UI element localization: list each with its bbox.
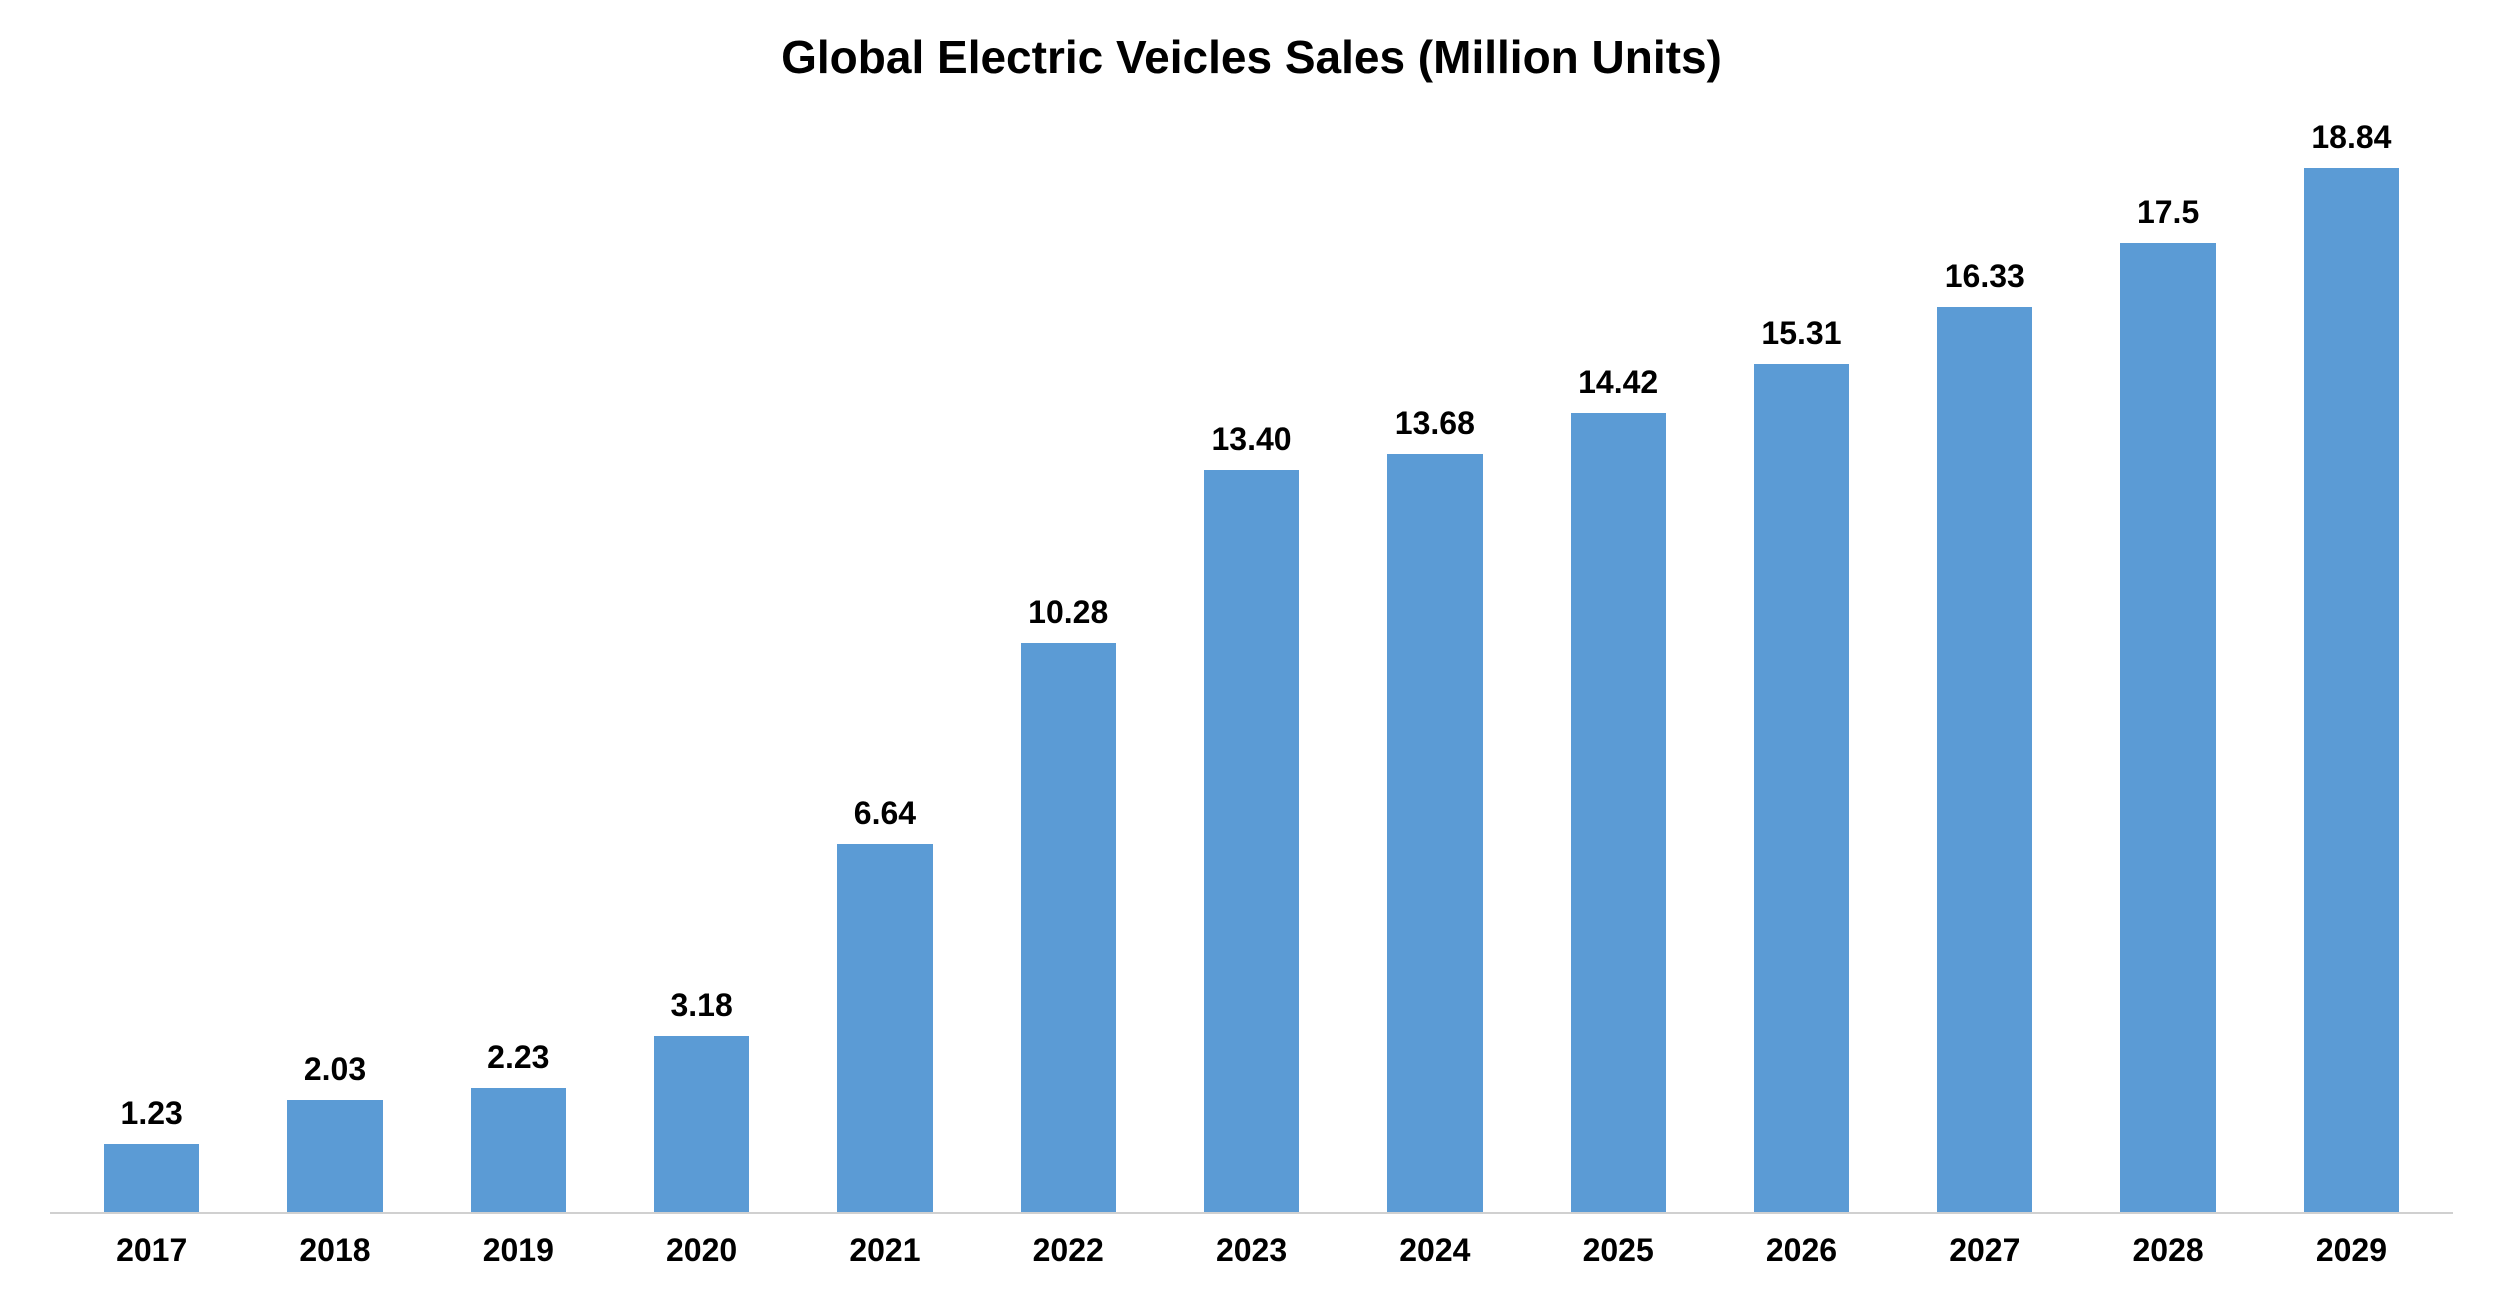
bar-value-label: 6.64 [854,795,916,832]
bar-slot: 17.5 [2076,104,2259,1212]
x-axis-label: 2024 [1343,1232,1526,1269]
bar [1571,413,1666,1212]
bar [1021,643,1116,1213]
x-axis-label: 2021 [793,1232,976,1269]
bar-value-label: 16.33 [1945,258,2025,295]
bar-value-label: 13.40 [1211,421,1291,458]
bar-value-label: 2.23 [487,1039,549,1076]
bar-slot: 10.28 [977,104,1160,1212]
bar [104,1144,199,1212]
bar [654,1036,749,1212]
bar [1204,470,1299,1212]
x-axis-label: 2018 [243,1232,426,1269]
bar-value-label: 2.03 [304,1051,366,1088]
x-axis-label: 2025 [1527,1232,1710,1269]
x-axis-label: 2029 [2260,1232,2443,1269]
x-axis-label: 2023 [1160,1232,1343,1269]
bar-slot: 13.68 [1343,104,1526,1212]
bar-value-label: 10.28 [1028,594,1108,631]
x-axis: 2017201820192020202120222023202420252026… [50,1214,2453,1269]
bar-value-label: 18.84 [2311,119,2391,156]
bar-value-label: 14.42 [1578,364,1658,401]
bar-slot: 16.33 [1893,104,2076,1212]
bar [837,844,932,1212]
x-axis-label: 2019 [427,1232,610,1269]
chart-title: Global Electric Veicles Sales (Million U… [50,30,2453,84]
bar [1754,364,1849,1212]
bar-value-label: 13.68 [1395,405,1475,442]
bar [287,1100,382,1212]
bar [2120,243,2215,1213]
bar-slot: 6.64 [793,104,976,1212]
x-axis-label: 2022 [977,1232,1160,1269]
plot-area: 1.23 2.03 2.23 3.18 6.64 10.28 13.40 13.68 14.42… [50,104,2453,1269]
x-axis-label: 2020 [610,1232,793,1269]
bar-slot: 13.40 [1160,104,1343,1212]
bar-slot: 3.18 [610,104,793,1212]
bar [2304,168,2399,1212]
x-axis-label: 2017 [60,1232,243,1269]
bar [1387,454,1482,1212]
bar-value-label: 15.31 [1761,315,1841,352]
x-axis-label: 2028 [2076,1232,2259,1269]
bar [471,1088,566,1212]
bar [1937,307,2032,1212]
chart-container: Global Electric Veicles Sales (Million U… [0,0,2503,1309]
bars-region: 1.23 2.03 2.23 3.18 6.64 10.28 13.40 13.68 14.42… [50,104,2453,1214]
bar-slot: 15.31 [1710,104,1893,1212]
bar-slot: 14.42 [1527,104,1710,1212]
bar-value-label: 17.5 [2137,194,2199,231]
bar-value-label: 1.23 [121,1095,183,1132]
bar-value-label: 3.18 [670,987,732,1024]
bar-slot: 2.23 [427,104,610,1212]
bar-slot: 18.84 [2260,104,2443,1212]
x-axis-label: 2027 [1893,1232,2076,1269]
bar-slot: 1.23 [60,104,243,1212]
x-axis-label: 2026 [1710,1232,1893,1269]
bar-slot: 2.03 [243,104,426,1212]
